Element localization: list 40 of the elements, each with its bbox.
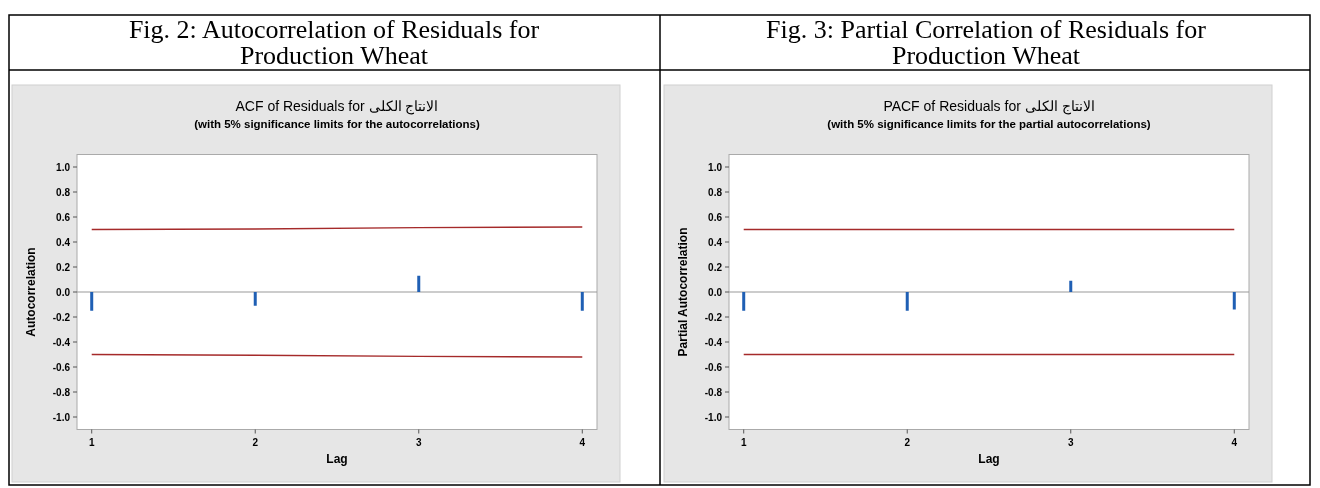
x-tick-label: 1 xyxy=(740,436,747,448)
text: (with 5% significance limits for the autocorrelations) xyxy=(194,118,480,130)
x-tick-label: 1 xyxy=(88,436,95,448)
y-tick-label: 0.0 xyxy=(56,286,71,298)
y-tick-label: -1.0 xyxy=(704,411,723,423)
y-tick-label: -0.8 xyxy=(704,386,723,398)
y-tick-label: 1.0 xyxy=(56,161,71,173)
chart-subtitle: ACF of Residuals for الانتاج الكلى xyxy=(235,98,439,115)
x-tick-label: 3 xyxy=(415,436,422,448)
x-tick-label: 2 xyxy=(252,436,259,448)
y-tick-label: 0.2 xyxy=(56,261,71,273)
y-tick-label: -0.6 xyxy=(52,361,71,373)
y-tick-label: 0.6 xyxy=(56,211,71,223)
y-tick-label: -0.2 xyxy=(704,311,723,323)
y-tick-label: 0.0 xyxy=(708,286,723,298)
y-tick-label: -0.6 xyxy=(704,361,723,373)
y-tick-label: -1.0 xyxy=(52,411,71,423)
x-axis-title: Lag xyxy=(978,451,1000,466)
x-tick-label: 2 xyxy=(904,436,911,448)
x-tick-label: 4 xyxy=(579,436,586,448)
y-tick-label: 0.4 xyxy=(708,236,723,248)
y-tick-label: 0.2 xyxy=(708,261,723,273)
y-tick-label: 0.8 xyxy=(56,186,71,198)
y-tick-label: -0.8 xyxy=(52,386,71,398)
y-axis-title: Autocorrelation xyxy=(24,247,38,337)
x-tick-label: 4 xyxy=(1231,436,1238,448)
y-tick-label: 1.0 xyxy=(708,161,723,173)
y-tick-label: -0.4 xyxy=(52,336,71,348)
text: (with 5% significance limits for the partial autocorrelations) xyxy=(827,118,1151,130)
y-axis-title: Partial Autocorrelation xyxy=(676,227,690,357)
y-tick-label: -0.2 xyxy=(52,311,71,323)
chart-title: Fig. 2: Autocorrelation of Residuals for Production Wheat xyxy=(128,15,540,70)
chart-title: Fig. 3: Partial Correlation of Residuals for Production Wheat xyxy=(766,15,1207,70)
y-tick-label: 0.4 xyxy=(56,236,71,248)
y-tick-label: 0.6 xyxy=(708,211,723,223)
x-axis-title: Lag xyxy=(326,451,348,466)
y-tick-label: 0.8 xyxy=(708,186,723,198)
y-tick-label: -0.4 xyxy=(704,336,723,348)
x-tick-label: 3 xyxy=(1067,436,1074,448)
chart-subtitle: PACF of Residuals for الانتاج الكلى xyxy=(883,98,1095,115)
